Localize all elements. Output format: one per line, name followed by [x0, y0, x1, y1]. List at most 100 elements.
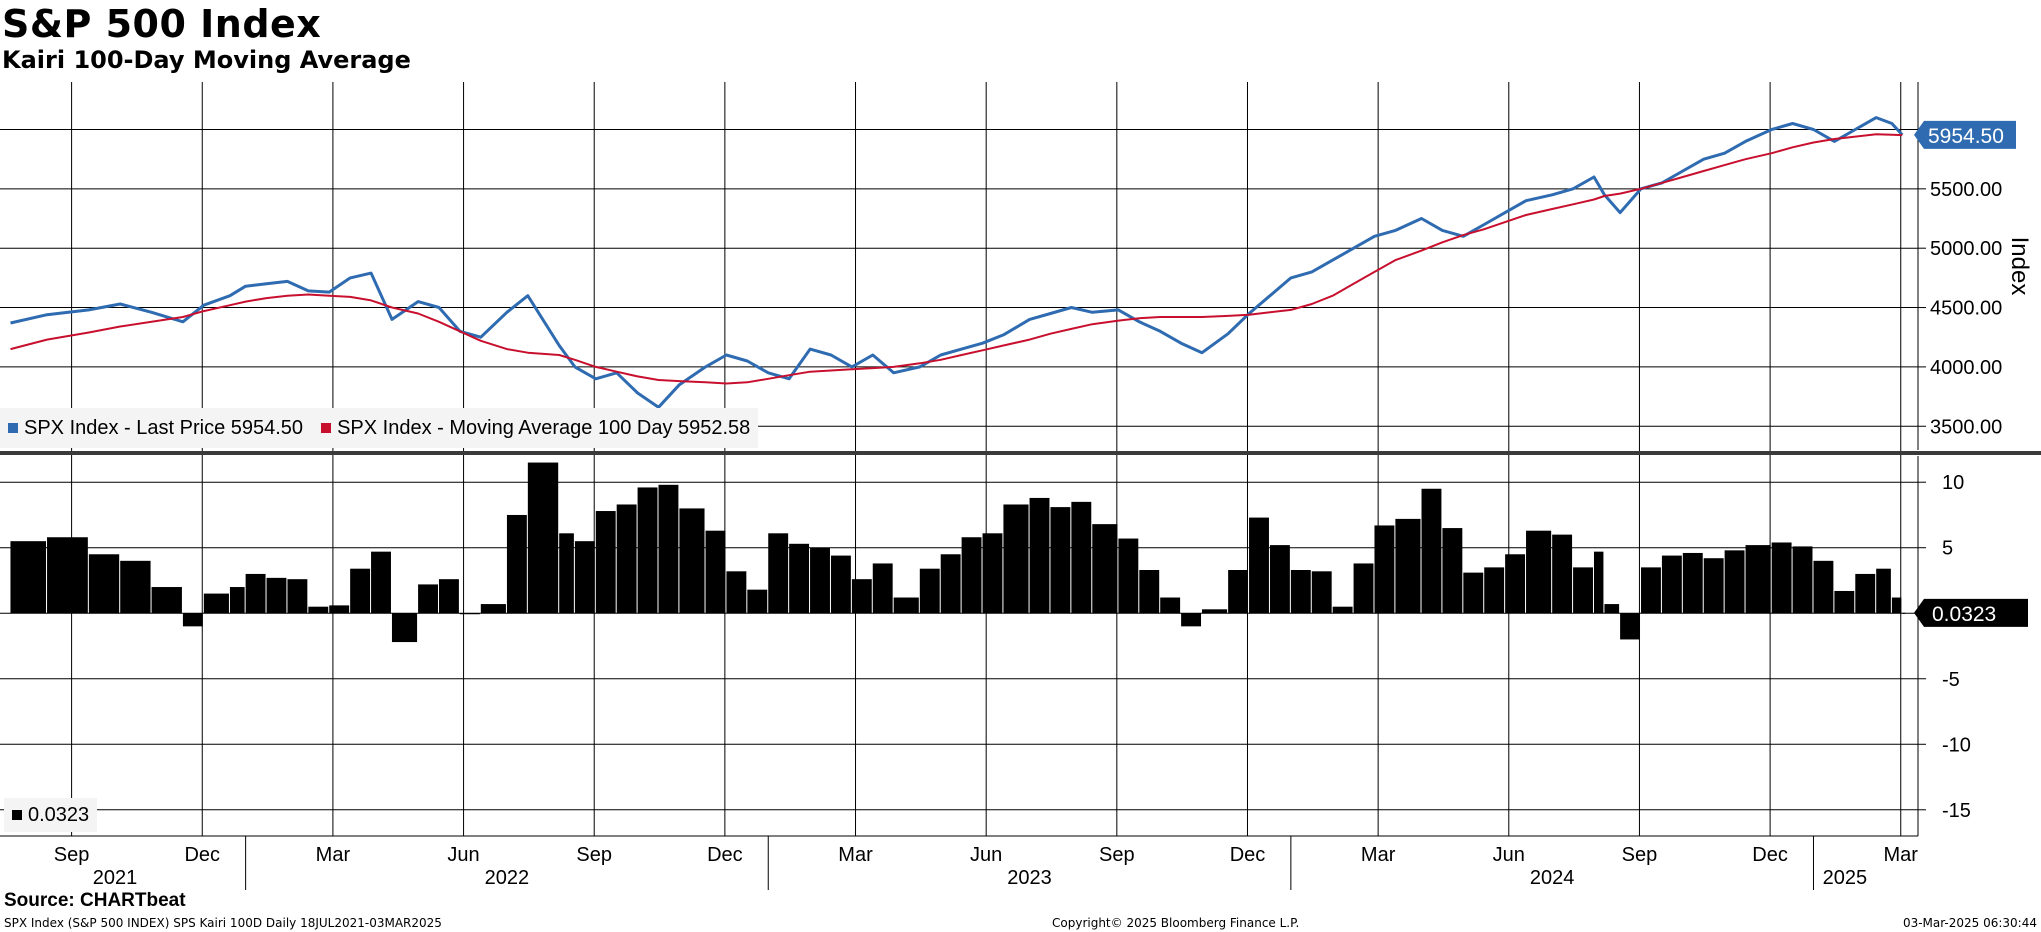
kairi-bar-4 — [151, 587, 182, 614]
kairi-bar-39 — [919, 568, 940, 614]
kairi-bar-14 — [371, 551, 391, 614]
kairi-bar-7 — [229, 587, 245, 614]
xtick-month-10: Mar — [1361, 844, 1396, 866]
chart-subtitle: Kairi 100-Day Moving Average — [2, 46, 411, 74]
kairi-bar-24 — [595, 511, 616, 614]
kairi-bar-1 — [47, 537, 88, 614]
kairi-bar-28 — [679, 508, 705, 614]
yaxis-title-price: Index — [2006, 237, 2033, 296]
ytick-label-price-3: 5000.00 — [1930, 238, 2002, 260]
kairi-bar-31 — [747, 589, 768, 614]
kairi-bar-18 — [459, 613, 480, 615]
kairi-bar-8 — [245, 573, 266, 614]
kairi-bar-2 — [88, 554, 120, 614]
kairi-bar-25 — [616, 504, 637, 614]
kairi-bar-51 — [1181, 613, 1202, 627]
legend-label-moving-average: SPX Index - Moving Average 100 Day 5952.… — [337, 416, 751, 439]
ytick-label-kairi-2: -5 — [1942, 669, 1960, 691]
kairi-bar-5 — [182, 613, 203, 627]
kairi-bar-86 — [1902, 612, 1906, 614]
kairi-bar-58 — [1332, 606, 1353, 614]
legend-swatch-red — [321, 423, 332, 433]
xtick-month-2: Mar — [316, 844, 351, 866]
kairi-bar-43 — [1003, 504, 1029, 614]
kairi-bar-10 — [287, 579, 308, 614]
timestamp: 03-Mar-2025 06:30:44 — [1902, 916, 2037, 930]
kairi-bar-57 — [1311, 571, 1332, 614]
kairi-bar-20 — [506, 514, 527, 614]
kairi-bar-45 — [1050, 507, 1071, 614]
xtick-month-14: Mar — [1884, 844, 1919, 866]
kairi-bar-16 — [418, 584, 438, 614]
kairi-bar-61 — [1395, 518, 1421, 614]
kairi-last-tag — [1914, 598, 2028, 627]
ytick-label-price-1: 4000.00 — [1930, 357, 2002, 379]
kairi-bar-78 — [1745, 545, 1771, 614]
legend-label-last-price: SPX Index - Last Price 5954.50 — [24, 416, 304, 439]
kairi-bar-30 — [726, 571, 747, 614]
ytick-label-price-0: 3500.00 — [1930, 416, 2002, 438]
kairi-bar-50 — [1160, 597, 1181, 614]
kairi-bar-22 — [559, 533, 574, 614]
kairi-bar-64 — [1463, 572, 1484, 614]
xtick-month-12: Sep — [1622, 844, 1658, 866]
kairi-bar-67 — [1526, 530, 1552, 614]
kairi-bar-66 — [1505, 554, 1526, 614]
kairi-bar-59 — [1353, 563, 1374, 614]
kairi-bar-37 — [872, 563, 893, 614]
series-info: SPX Index (S&P 500 INDEX) SPS Kairi 100D… — [4, 916, 442, 930]
xtick-month-13: Dec — [1752, 844, 1788, 866]
legend-item-last-price: SPX Index - Last Price 5954.50 — [8, 417, 303, 440]
kairi-legend: 0.0323 — [4, 798, 98, 832]
kairi-bar-35 — [830, 555, 851, 614]
kairi-bar-29 — [705, 530, 726, 614]
xtick-month-8: Sep — [1099, 844, 1135, 866]
xtick-year-0: 2021 — [93, 867, 138, 889]
kairi-bar-44 — [1029, 497, 1050, 614]
kairi-bar-41 — [961, 537, 982, 614]
kairi-bar-74 — [1661, 555, 1682, 614]
ytick-label-kairi-0: 10 — [1942, 472, 1964, 494]
panel-separator — [0, 451, 2041, 455]
xtick-year-1: 2022 — [485, 867, 530, 889]
kairi-bar-34 — [810, 547, 830, 614]
kairi-bar-85 — [1891, 597, 1902, 614]
kairi-bar-62 — [1421, 488, 1442, 614]
kairi-last-tag-label: 0.0323 — [1932, 603, 1996, 626]
kairi-bar-6 — [203, 593, 229, 614]
kairi-bar-60 — [1374, 525, 1395, 614]
kairi-bar-13 — [350, 568, 371, 614]
kairi-bar-11 — [308, 606, 329, 614]
xtick-month-7: Jun — [970, 844, 1002, 866]
kairi-bar-65 — [1484, 567, 1505, 614]
kairi-bar-23 — [574, 541, 595, 614]
kairi-bar-80 — [1792, 546, 1813, 614]
ytick-label-price-4: 5500.00 — [1930, 179, 2002, 201]
kairi-bar-21 — [527, 462, 559, 614]
kairi-bar-36 — [851, 579, 872, 614]
kairi-bar-81 — [1813, 560, 1834, 614]
kairi-bar-70 — [1593, 551, 1604, 614]
ytick-label-kairi-4: -15 — [1942, 800, 1971, 822]
kairi-bar-19 — [480, 604, 506, 614]
kairi-bar-0 — [10, 541, 47, 614]
source-note: Source: CHARTbeat — [4, 890, 186, 911]
kairi-bar-38 — [893, 597, 919, 614]
ytick-label-price-2: 4500.00 — [1930, 298, 2002, 320]
kairi-bar-17 — [438, 579, 459, 614]
kairi-bar-53 — [1228, 570, 1249, 614]
legend-item-moving-average: SPX Index - Moving Average 100 Day 5952.… — [321, 417, 750, 440]
xtick-year-4: 2025 — [1823, 867, 1868, 889]
kairi-bar-32 — [768, 533, 789, 614]
kairi-bar-77 — [1724, 550, 1745, 614]
last-price-tag-label: 5954.50 — [1928, 125, 2004, 148]
kairi-bar-46 — [1071, 501, 1092, 614]
legend-swatch-blue — [8, 423, 18, 433]
kairi-bar-69 — [1573, 567, 1593, 614]
kairi-bar-26 — [637, 487, 658, 614]
xtick-month-6: Mar — [838, 844, 873, 866]
xtick-month-4: Sep — [576, 844, 612, 866]
xtick-month-0: Sep — [54, 844, 90, 866]
kairi-bar-49 — [1139, 570, 1160, 614]
